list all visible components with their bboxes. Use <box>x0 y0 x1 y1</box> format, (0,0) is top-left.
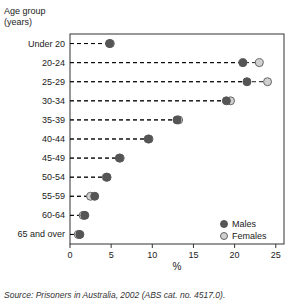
dot <box>102 173 110 181</box>
chart: 0 5 10 15 20 25% Under 20 20-24 25-29 30-34 35-39 4… <box>0 0 295 303</box>
plot-frame <box>70 34 284 244</box>
dot <box>264 78 272 86</box>
dot <box>144 135 152 143</box>
x-tick <box>111 244 112 248</box>
dot <box>106 40 114 48</box>
dot <box>103 173 111 181</box>
dot <box>76 230 84 238</box>
connector-line <box>70 62 259 63</box>
dot <box>239 59 247 67</box>
y-tick-label: 30-34 <box>42 96 65 106</box>
x-tick-label: 10 <box>147 250 157 260</box>
legend: Males Females <box>221 219 268 241</box>
connector-line <box>70 43 110 44</box>
connector-line <box>70 177 106 178</box>
y-tick-label: 35-39 <box>42 115 65 125</box>
dot <box>106 40 114 48</box>
legend-marker <box>221 221 228 228</box>
x-tick <box>275 244 276 248</box>
x-tick-label: 15 <box>188 250 198 260</box>
dot <box>145 135 153 143</box>
x-tick-label: 5 <box>109 250 114 260</box>
legend-label: Males <box>232 219 257 229</box>
marks <box>70 40 272 239</box>
x-tick-label: 25 <box>271 250 281 260</box>
y-tick-label: 60-64 <box>42 210 65 220</box>
y-tick-label: 65 and over <box>17 229 65 239</box>
x-tick <box>193 244 194 248</box>
x-axis-label: % <box>173 261 182 272</box>
legend-marker <box>221 233 228 240</box>
connector-line <box>70 100 231 101</box>
y-tick-label: 55-59 <box>42 191 65 201</box>
connector-line <box>70 139 149 140</box>
x-tick-label: 20 <box>230 250 240 260</box>
y-axis-label: (years) <box>4 17 32 27</box>
y-axis-label: Age group <box>4 6 46 16</box>
y-tick-label: 40-44 <box>42 134 65 144</box>
y-tick-label: 45-49 <box>42 153 65 163</box>
connector-line <box>70 119 179 120</box>
x-tick <box>234 244 235 248</box>
x-tick <box>70 244 71 248</box>
dot <box>222 97 230 105</box>
dot <box>255 59 263 67</box>
connector-line <box>70 43 110 44</box>
y-tick-label: 20-24 <box>42 58 65 68</box>
y-tick-label: 25-29 <box>42 77 65 87</box>
dot <box>243 78 251 86</box>
connector-line <box>70 177 107 178</box>
source-note: Source: Prisoners in Australia, 2002 (AB… <box>4 290 225 300</box>
legend-label: Females <box>232 231 267 241</box>
dot <box>115 154 123 162</box>
dot <box>91 192 99 200</box>
x-tick <box>152 244 153 248</box>
dot <box>81 211 89 219</box>
dot <box>116 154 124 162</box>
connector-line <box>70 158 119 159</box>
y-tick-label: Under 20 <box>28 39 65 49</box>
connector-line <box>70 139 148 140</box>
dot <box>173 116 181 124</box>
connector-line <box>70 81 268 82</box>
connector-line <box>70 158 120 159</box>
y-tick-label: 50-54 <box>42 172 65 182</box>
x-tick-label: 0 <box>67 250 72 260</box>
